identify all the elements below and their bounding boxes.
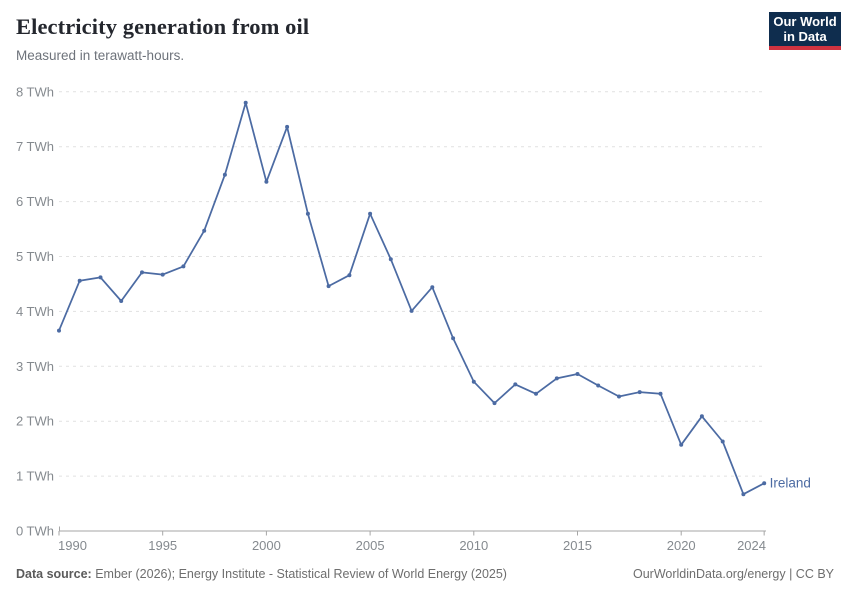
data-point[interactable] bbox=[243, 100, 248, 105]
data-point[interactable] bbox=[492, 401, 497, 406]
data-point[interactable] bbox=[658, 391, 663, 396]
y-tick-label: 2 TWh bbox=[16, 414, 54, 429]
data-point[interactable] bbox=[347, 273, 352, 278]
x-tick-label: 2024 bbox=[737, 538, 766, 553]
data-point[interactable] bbox=[202, 228, 207, 233]
x-tick-label: 1995 bbox=[148, 538, 177, 553]
y-tick-label: 4 TWh bbox=[16, 304, 54, 319]
data-point[interactable] bbox=[57, 328, 61, 333]
data-point[interactable] bbox=[285, 124, 290, 129]
x-tick-label: 2015 bbox=[563, 538, 592, 553]
data-point[interactable] bbox=[554, 376, 559, 381]
data-point[interactable] bbox=[741, 492, 746, 497]
owid-url-license[interactable]: OurWorldinData.org/energy | CC BY bbox=[632, 567, 834, 581]
x-tick-label: 2010 bbox=[459, 538, 488, 553]
x-tick-label: 2005 bbox=[356, 538, 385, 553]
data-point[interactable] bbox=[617, 394, 621, 399]
owid-logo-line1: Our World bbox=[773, 14, 837, 29]
data-source-label: Data source: bbox=[16, 567, 92, 581]
data-point[interactable] bbox=[596, 383, 601, 388]
data-point[interactable] bbox=[575, 372, 580, 376]
chart-footer: Data source: Ember (2026); Energy Instit… bbox=[16, 567, 834, 581]
x-tick-label: 2020 bbox=[667, 538, 696, 553]
data-point[interactable] bbox=[699, 414, 704, 419]
data-point[interactable] bbox=[430, 285, 435, 290]
y-tick-label: 6 TWh bbox=[16, 194, 54, 209]
owid-logo[interactable]: Our World in Data bbox=[769, 12, 841, 50]
data-point[interactable] bbox=[77, 278, 82, 283]
page-title: Electricity generation from oil bbox=[16, 14, 310, 39]
data-point[interactable] bbox=[534, 391, 538, 396]
data-point[interactable] bbox=[368, 211, 373, 216]
data-point[interactable] bbox=[305, 211, 310, 216]
y-tick-label: 3 TWh bbox=[16, 359, 54, 374]
owid-logo-line2: in Data bbox=[783, 29, 827, 44]
data-point[interactable] bbox=[637, 390, 642, 395]
data-point[interactable] bbox=[264, 179, 269, 184]
y-tick-label: 8 TWh bbox=[16, 84, 54, 99]
series-end-label[interactable]: Ireland bbox=[770, 476, 811, 491]
data-point[interactable] bbox=[326, 284, 331, 289]
data-point[interactable] bbox=[720, 439, 725, 444]
data-source-text: Ember (2026); Energy Institute - Statist… bbox=[91, 567, 507, 581]
data-point[interactable] bbox=[98, 275, 103, 280]
data-point[interactable] bbox=[160, 272, 165, 277]
data-point[interactable] bbox=[513, 382, 518, 387]
data-point[interactable] bbox=[409, 308, 414, 313]
x-tick-label: 1990 bbox=[58, 538, 87, 553]
y-tick-label: 5 TWh bbox=[16, 249, 54, 264]
chart-subtitle: Measured in terawatt-hours. bbox=[16, 48, 185, 63]
y-tick-label: 1 TWh bbox=[16, 469, 54, 484]
data-point[interactable] bbox=[471, 379, 476, 384]
x-tick-label: 2000 bbox=[252, 538, 281, 553]
y-tick-label: 7 TWh bbox=[16, 139, 54, 154]
data-line bbox=[58, 101, 766, 496]
data-point[interactable] bbox=[679, 442, 684, 447]
data-point[interactable] bbox=[762, 481, 767, 486]
data-point[interactable] bbox=[119, 299, 124, 303]
data-point[interactable] bbox=[388, 257, 393, 262]
data-source-note: Data source: Ember (2026); Energy Instit… bbox=[16, 567, 507, 581]
data-point[interactable] bbox=[181, 264, 186, 269]
data-point[interactable] bbox=[140, 270, 144, 275]
y-tick-label: 0 TWh bbox=[16, 524, 54, 539]
data-point[interactable] bbox=[451, 336, 456, 341]
data-point[interactable] bbox=[222, 172, 227, 177]
